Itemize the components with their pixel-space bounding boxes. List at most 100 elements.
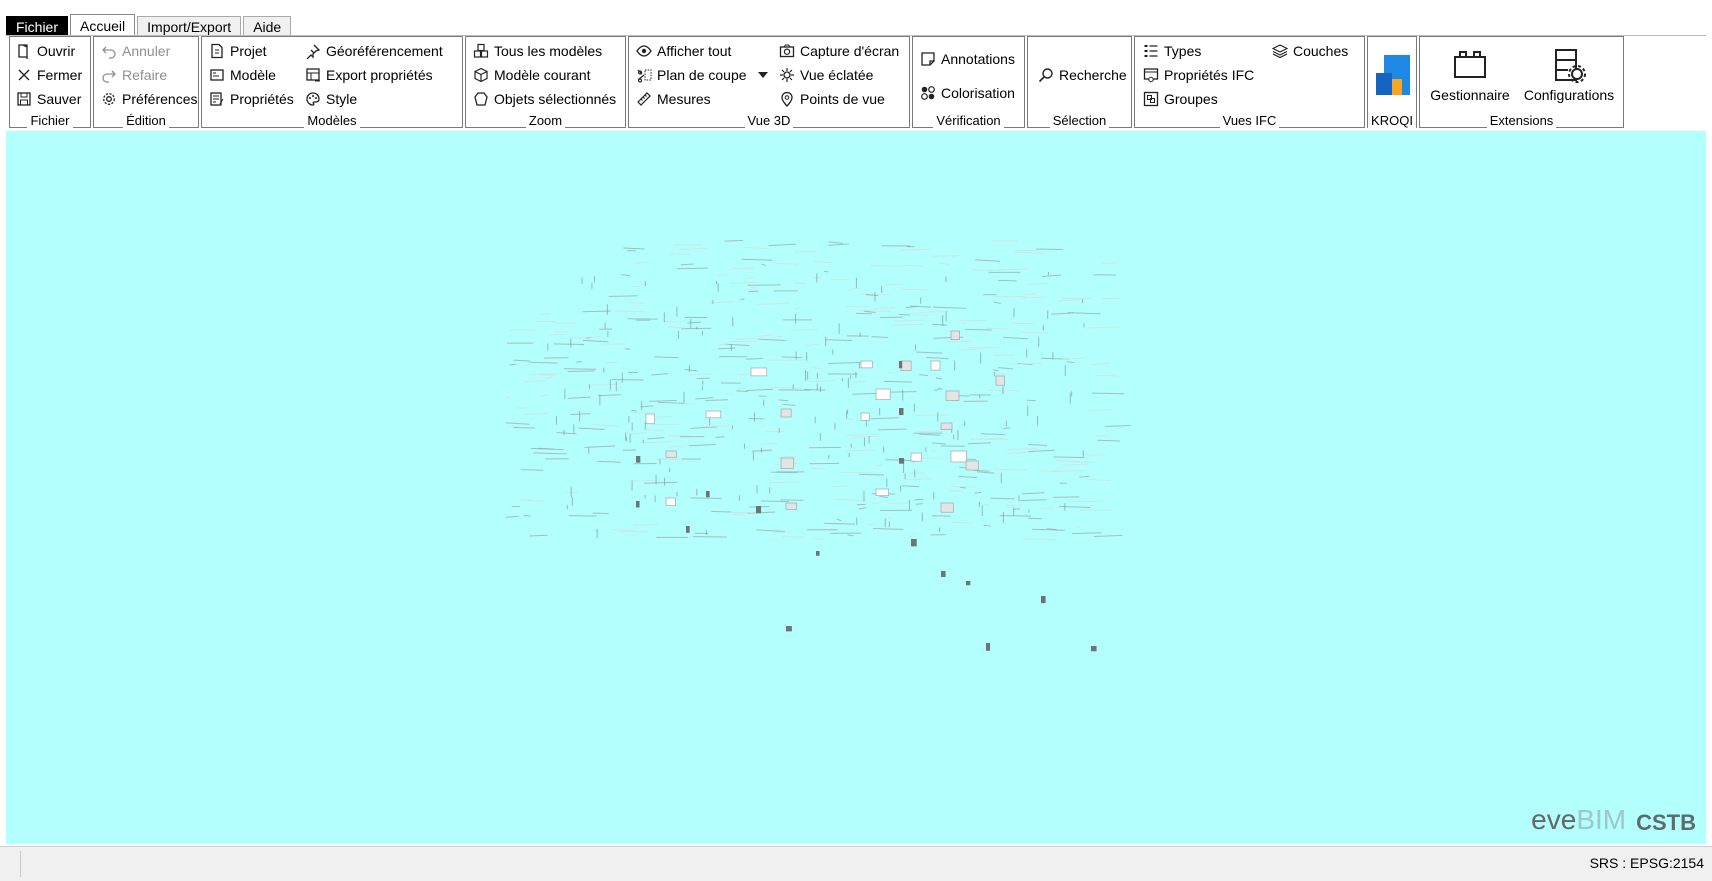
model-panel	[931, 361, 940, 370]
georeferencing-button[interactable]: Géoréférencement	[305, 39, 443, 63]
model-edge	[893, 320, 926, 321]
chevron-down-icon[interactable]	[755, 67, 771, 83]
model-edge	[1079, 476, 1089, 477]
model-edge	[633, 524, 658, 525]
model-edge	[1067, 362, 1074, 363]
model-button[interactable]: Modèle	[209, 63, 276, 87]
ribbon: Ouvrir Fermer Sauver Fichier Annuler Ref…	[6, 35, 1706, 130]
redo-icon	[101, 67, 117, 83]
zoom-selected-objects-button[interactable]: Objets sélectionnés	[473, 87, 616, 111]
screenshot-button[interactable]: Capture d'écran	[779, 39, 899, 63]
model-panel	[901, 361, 911, 371]
model-edge	[533, 453, 566, 454]
model-block	[1091, 646, 1097, 651]
model-edge	[911, 314, 929, 315]
model-panel	[876, 489, 889, 496]
properties-button[interactable]: Propriétés	[209, 87, 294, 111]
model-panel	[706, 411, 721, 418]
section-plane-button[interactable]: Plan de coupe	[636, 63, 771, 87]
model-edge	[983, 504, 990, 505]
zoom-current-model-button[interactable]: Modèle courant	[473, 63, 591, 87]
layers-button[interactable]: Couches	[1272, 39, 1348, 63]
model-edge	[810, 468, 825, 469]
model-edge	[835, 499, 866, 500]
model-edge	[1021, 332, 1050, 333]
model-edge	[814, 261, 832, 262]
model-edge	[824, 271, 829, 272]
model-block	[686, 526, 690, 533]
search-label: Recherche	[1059, 63, 1127, 87]
tab-aide[interactable]: Aide	[243, 16, 291, 36]
model-edge	[592, 530, 599, 531]
model-block	[986, 643, 990, 651]
model-edge	[738, 388, 746, 389]
viewpoints-button[interactable]: Points de vue	[779, 87, 885, 111]
model-edge	[790, 330, 818, 331]
model-edge	[926, 357, 948, 358]
model-edge	[725, 240, 744, 241]
kroqi-button[interactable]	[1374, 53, 1412, 97]
model-edge	[629, 432, 646, 433]
redo-button[interactable]: Refaire	[101, 63, 167, 87]
model-edge	[1028, 444, 1047, 445]
model-edge	[888, 518, 893, 519]
3d-viewport[interactable]: eve BIM CSTB	[6, 131, 1706, 844]
model-edge	[691, 498, 722, 499]
model-edge	[621, 275, 630, 276]
ifc-properties-button[interactable]: Propriétés IFC	[1143, 63, 1254, 87]
extension-manager-button[interactable]: Gestionnaire	[1425, 47, 1515, 109]
properties-label: Propriétés	[230, 87, 294, 111]
model-block	[1041, 596, 1046, 603]
model-edge	[932, 324, 947, 325]
groups-button[interactable]: Groupes	[1143, 87, 1218, 111]
model-panel	[751, 368, 767, 376]
undo-button[interactable]: Annuler	[101, 39, 170, 63]
tab-import-export[interactable]: Import/Export	[137, 16, 241, 36]
model-edge	[871, 418, 899, 419]
model-panel	[781, 409, 791, 417]
colorization-button[interactable]: Colorisation	[920, 81, 1015, 105]
model-edge	[994, 469, 1027, 470]
model-edge	[529, 362, 558, 363]
close-button[interactable]: Fermer	[16, 63, 82, 87]
model-edge	[916, 504, 923, 505]
types-button[interactable]: Types	[1143, 39, 1201, 63]
zoom-all-models-button[interactable]: Tous les modèles	[473, 39, 602, 63]
preferences-button[interactable]: Préférences	[101, 87, 197, 111]
3d-model-scene[interactable]	[6, 131, 1706, 844]
model-edge	[733, 514, 745, 515]
model-edge	[782, 357, 802, 358]
style-button[interactable]: Style	[305, 87, 357, 111]
measures-label: Mesures	[657, 87, 711, 111]
model-edge	[901, 486, 919, 487]
annotations-button[interactable]: Annotations	[920, 47, 1015, 71]
model-edge	[657, 417, 672, 418]
model-panel	[666, 498, 675, 506]
search-button[interactable]: Recherche	[1038, 63, 1127, 87]
model-edge	[828, 363, 860, 364]
exploded-view-button[interactable]: Vue éclatée	[779, 63, 873, 87]
tab-accueil[interactable]: Accueil	[70, 14, 135, 36]
model-block	[941, 571, 946, 577]
group-kroqi: KROQI	[1367, 36, 1417, 128]
logo-eve-text: eve	[1531, 804, 1576, 836]
project-button[interactable]: Projet	[209, 39, 267, 63]
model-edge	[1054, 457, 1085, 458]
model-edge	[1028, 450, 1054, 451]
measures-button[interactable]: Mesures	[636, 87, 711, 111]
model-edge	[977, 472, 995, 473]
model-edge	[960, 487, 966, 488]
group-title-zoom: Zoom	[466, 114, 625, 128]
configurations-button[interactable]: Configurations	[1518, 47, 1620, 109]
tab-fichier[interactable]: Fichier	[6, 16, 68, 36]
model-panel	[951, 451, 966, 462]
export-properties-button[interactable]: Export propriétés	[305, 63, 433, 87]
model-panel	[966, 461, 978, 470]
model-edge	[1008, 363, 1042, 364]
model-edge	[644, 482, 677, 483]
open-button[interactable]: Ouvrir	[16, 39, 75, 63]
save-button[interactable]: Sauver	[16, 87, 81, 111]
model-edge	[513, 360, 530, 361]
show-all-button[interactable]: Afficher tout	[636, 39, 731, 63]
model-panel	[951, 331, 960, 339]
